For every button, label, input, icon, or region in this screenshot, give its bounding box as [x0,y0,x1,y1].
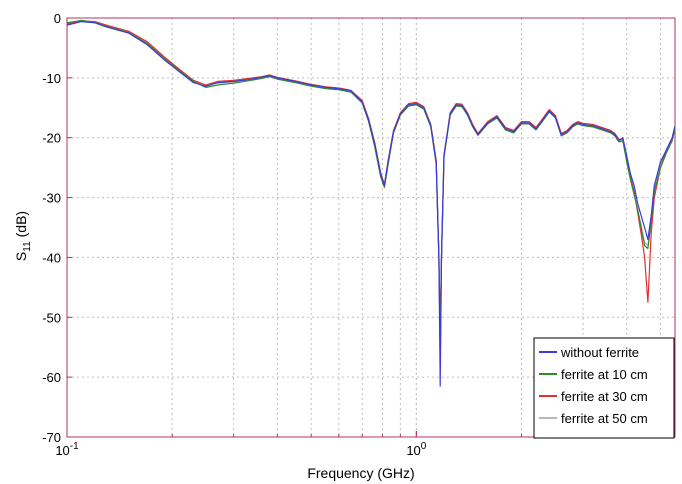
series-line [66,21,676,387]
y-axis-label-subscript: 11 [22,241,33,252]
y-axis-label-main: S [13,252,29,261]
y-axis-label: S11 (dB) [13,211,33,261]
legend-label: ferrite at 30 cm [561,389,648,404]
y-tick-label: -10 [42,71,61,86]
y-tick-label: -40 [42,250,61,265]
x-tick-label: 100 [406,441,426,458]
y-tick-label: -30 [42,191,61,206]
x-tick-label: 10-1 [55,441,79,458]
y-tick-label: 0 [54,11,61,26]
y-tick-label: -50 [42,310,61,325]
legend-label: ferrite at 10 cm [561,367,648,382]
plot-frame [66,17,676,438]
legend: without ferrite ferrite at 10 cm ferrite a… [533,337,675,439]
legend-label: ferrite at 50 cm [561,411,648,426]
series-layer [66,19,676,387]
y-tick-label: -20 [42,131,61,146]
x-axis-label: Frequency (GHz) [307,465,414,481]
series-line [66,19,676,354]
legend-label: without ferrite [560,345,639,360]
y-tick-label: -60 [42,370,61,385]
legend-box [533,337,675,439]
y-tick-label: -70 [42,430,61,445]
y-axis-label-unit: (dB) [13,211,29,237]
